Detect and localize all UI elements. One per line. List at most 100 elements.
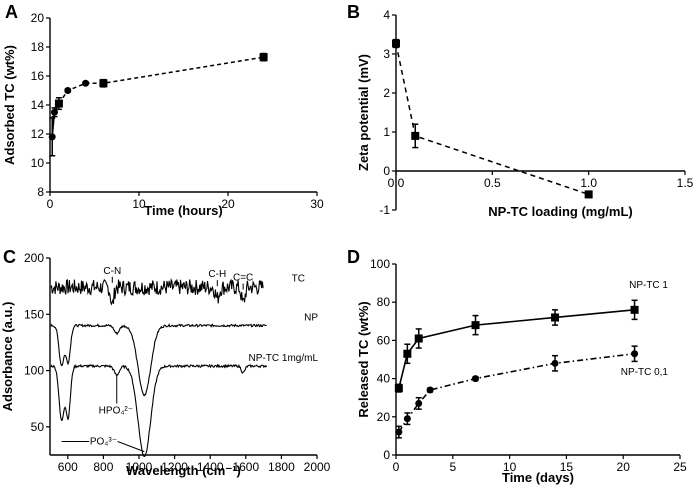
y-tick-label: 100 xyxy=(370,257,390,271)
y-tick-label: 60 xyxy=(377,333,391,347)
annotation-arrow xyxy=(117,441,145,453)
y-tick-label: 80 xyxy=(377,295,391,309)
y-tick-label: 18 xyxy=(31,40,45,54)
data-point-square xyxy=(403,349,412,358)
y-tick-label: 100 xyxy=(24,364,44,378)
peak-annotation: PO₄³⁻ xyxy=(90,436,117,447)
y-tick-label: 1 xyxy=(383,125,390,139)
y-tick-label: 2 xyxy=(383,86,390,100)
x-axis-title: NP-TC loading (mg/mL) xyxy=(488,204,632,219)
data-point-circle xyxy=(82,79,90,87)
y-tick-label: 0 xyxy=(383,448,390,462)
data-point-circle xyxy=(64,87,72,94)
spectrum-line xyxy=(50,278,264,306)
x-tick-label: 1.5 xyxy=(677,176,694,190)
data-point-circle xyxy=(551,359,559,367)
data-point-circle xyxy=(426,386,434,394)
y-tick-label: 20 xyxy=(31,11,45,25)
y-tick-label: 150 xyxy=(24,307,44,321)
x-axis-title: Time (hours) xyxy=(144,203,223,218)
series-line-dashdot xyxy=(398,352,635,433)
x-tick-label: 0.5 xyxy=(484,176,501,190)
x-tick-label: 25 xyxy=(673,460,687,474)
data-point-circle xyxy=(395,428,403,436)
x-tick-label: 600 xyxy=(58,460,78,474)
data-point-circle xyxy=(415,399,423,407)
x-tick-label: 2000 xyxy=(304,460,331,474)
data-point-circle xyxy=(631,350,639,358)
y-tick-label: 14 xyxy=(31,98,45,112)
x-tick-label: 5 xyxy=(449,460,456,474)
x-tick-label: 1800 xyxy=(268,460,295,474)
x-tick-label: 1200 xyxy=(161,460,188,474)
peak-annotation: C=C xyxy=(233,273,253,284)
y-tick-label: 40 xyxy=(377,372,391,386)
y-tick-label: 20 xyxy=(377,410,391,424)
y-tick-label: 16 xyxy=(31,69,45,83)
panel-c: 600 800 1000 1200 1400 1600 1800 2000 50 100 150 20… xyxy=(0,251,331,478)
series-line-dashed xyxy=(58,56,264,104)
x-tick-label: 0 xyxy=(393,460,400,474)
panel-c-letter: C xyxy=(3,247,16,267)
data-point-square xyxy=(471,321,480,330)
series-label: NP-TC 1 xyxy=(629,280,668,291)
data-point-circle xyxy=(50,108,58,116)
data-point-square xyxy=(414,334,423,343)
data-point-square xyxy=(99,79,108,88)
data-point-square xyxy=(394,384,403,393)
spectrum-line xyxy=(50,363,268,457)
x-tick-label: 1000 xyxy=(126,460,153,474)
x-tick-label: 20 xyxy=(221,197,235,211)
y-axis-title: Adsorbance (a.u.) xyxy=(0,302,15,412)
data-point-circle xyxy=(403,415,411,423)
y-tick-label: 0 xyxy=(383,164,390,178)
y-tick-label: 10 xyxy=(31,156,45,170)
panel-d-letter: D xyxy=(347,247,360,267)
y-tick-label: 50 xyxy=(31,420,45,434)
data-point-square xyxy=(551,313,560,322)
x-tick-label: 1400 xyxy=(197,460,224,474)
peak-annotation: C-H xyxy=(208,269,226,280)
x-axis-title: Time (days) xyxy=(502,470,574,485)
x-axis-title: Wavelength (cm⁻¹) xyxy=(126,463,241,478)
y-tick-label: -1 xyxy=(379,203,390,217)
y-tick-label: 200 xyxy=(24,251,44,265)
series-label: TC xyxy=(292,273,305,284)
y-axis-title: Adsorbed TC (wt%) xyxy=(2,45,17,165)
peak-annotation: HPO₄²⁻ xyxy=(99,405,133,416)
y-tick-label: 4 xyxy=(383,8,390,22)
y-tick-label: 3 xyxy=(383,47,390,61)
x-tick-label: 1600 xyxy=(232,460,259,474)
x-tick-label: 10 xyxy=(132,197,146,211)
series-label: NP-TC 0,1 xyxy=(621,367,669,378)
data-point-circle xyxy=(472,375,480,383)
y-tick-label: 12 xyxy=(31,127,45,141)
panel-d: 0 5 10 15 20 25 0 20 40 60 80 100 Time (days) Release… xyxy=(356,257,687,485)
series-label: NP-TC 1mg/mL xyxy=(249,353,319,364)
data-point-square xyxy=(392,39,400,48)
x-tick-label: 30 xyxy=(310,197,324,211)
x-tick-label: 1.0 xyxy=(580,176,597,190)
data-point-circle xyxy=(48,133,56,141)
y-tick-label: 8 xyxy=(37,185,44,199)
data-point-square xyxy=(54,99,63,108)
x-tick-label: 0.0 xyxy=(388,176,405,190)
data-point-square xyxy=(411,131,420,140)
spectrum-line xyxy=(50,322,267,397)
y-axis-title: Zeta potential (mV) xyxy=(356,54,371,171)
data-point-square xyxy=(584,190,593,199)
y-axis-title: Released TC (wt%) xyxy=(356,301,371,417)
series-line-solid xyxy=(398,309,635,389)
series-label: NP xyxy=(304,313,318,324)
x-tick-label: 0 xyxy=(47,197,54,211)
peak-annotation: C-N xyxy=(103,266,121,277)
data-point-square xyxy=(259,53,268,62)
panel-b: 0.0 0.5 1.0 1.5 -1 0 1 2 3 4 NP-TC loading (mg/mL)… xyxy=(356,8,694,219)
x-tick-label: 20 xyxy=(617,460,631,474)
x-tick-label: 800 xyxy=(93,460,113,474)
x-tick-label: 15 xyxy=(560,460,574,474)
x-tick-label: 10 xyxy=(503,460,517,474)
data-point-square xyxy=(630,305,639,314)
